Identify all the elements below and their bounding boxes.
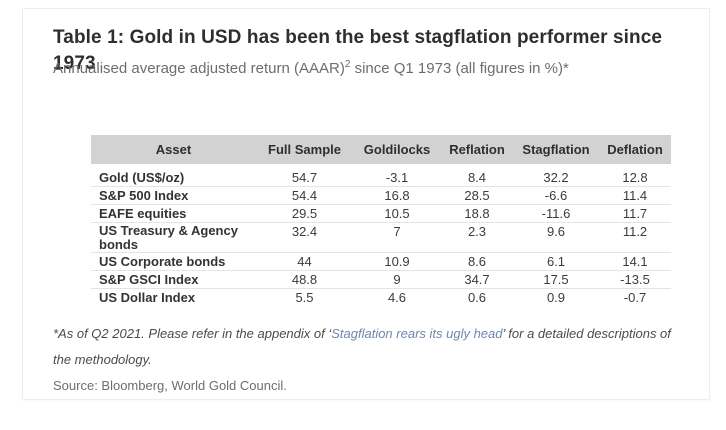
value-cell: 32.4 <box>256 222 353 253</box>
value-cell: 0.6 <box>467 290 487 305</box>
table-row-sp-gsci: S&P GSCI Index 48.8 9 34.7 17.5 -13.5 <box>91 270 671 289</box>
column-header-reflation: Reflation <box>441 135 513 164</box>
value-cell: 9.6 <box>513 222 599 253</box>
value-cell: 17.5 <box>513 270 599 289</box>
column-header-deflation: Deflation <box>599 135 671 164</box>
value-cell: 9 <box>353 270 441 289</box>
subtitle-text-cont: since Q1 1973 (all figures in %)* <box>350 60 569 77</box>
table-card: Table 1: Gold in USD has been the best s… <box>22 8 710 400</box>
value-cell: -0.7 <box>623 290 647 305</box>
source-line: Source: Bloomberg, World Gold Council. <box>53 378 287 393</box>
value-cell: 7 <box>353 222 441 253</box>
value-cell: 6.1 <box>513 252 599 271</box>
footnote: *As of Q2 2021. Please refer in the appe… <box>53 326 705 367</box>
value-cell: 8.4 <box>441 169 513 187</box>
column-header-stagflation: Stagflation <box>513 135 599 164</box>
value-cell: 10.5 <box>353 204 441 223</box>
value-cell: 32.2 <box>513 169 599 187</box>
value-cell: 0.9 <box>546 290 566 305</box>
asset-cell: S&P GSCI Index <box>91 270 256 289</box>
value-cell: 4.6 <box>387 290 407 305</box>
value-cell: 2.3 <box>441 222 513 253</box>
footnote-link[interactable]: Stagflation rears its ugly head <box>331 326 503 341</box>
footnote-text: *As of Q2 2021. Please refer in the appe… <box>53 326 332 341</box>
value-cell: 14.1 <box>599 252 671 271</box>
value-cell: 11.2 <box>599 222 671 253</box>
value-cell: 18.8 <box>441 204 513 223</box>
value-cell: 54.4 <box>256 186 353 205</box>
value-cell: 11.7 <box>599 204 671 223</box>
subtitle-superscript: 2 <box>344 59 351 70</box>
table-title: Table 1: Gold in USD has been the best s… <box>53 27 663 74</box>
value-cell: 5.5 <box>295 290 314 305</box>
value-cell: 12.8 <box>599 169 671 187</box>
value-cell: 28.5 <box>441 186 513 205</box>
footnote-line1: *As of Q2 2021. Please refer in the appe… <box>53 326 705 341</box>
value-cell: 11.4 <box>599 186 671 205</box>
asset-cell: US Treasury & Agency bonds <box>91 222 256 253</box>
asset-cell: US Dollar Index <box>99 290 196 305</box>
value-cell: 29.5 <box>256 204 353 223</box>
value-cell: -13.5 <box>599 270 671 289</box>
value-cell: 8.6 <box>441 252 513 271</box>
footnote-text-cont: ’ for a detailed descriptions of <box>502 326 671 341</box>
value-cell: 48.8 <box>256 270 353 289</box>
column-header-goldilocks: Goldilocks <box>353 135 441 164</box>
table-row-us-treasury: US Treasury & Agency bonds 32.4 7 2.3 9.… <box>91 222 671 253</box>
value-cell: 16.8 <box>353 186 441 205</box>
asset-cell: S&P 500 Index <box>91 186 256 205</box>
returns-table: Asset Full Sample Goldilocks Reflation S… <box>91 135 671 306</box>
value-cell: 10.9 <box>353 252 441 271</box>
subtitle-text: Annualised average adjusted return (AAAR… <box>53 60 345 77</box>
asset-cell: US Corporate bonds <box>91 252 256 271</box>
table-subtitle: Annualised average adjusted return (AAAR… <box>53 59 673 79</box>
column-header-asset: Asset <box>91 135 256 164</box>
table-row-us-dollar: US Dollar Index 5.5 4.6 0.6 0.9 -0.7 <box>91 289 671 307</box>
value-cell: -3.1 <box>353 169 441 187</box>
table-row-sp500: S&P 500 Index 54.4 16.8 28.5 -6.6 11.4 <box>91 186 671 205</box>
footnote-line2: the methodology. <box>53 352 152 367</box>
table-row-eafe: EAFE equities 29.5 10.5 18.8 -11.6 11.7 <box>91 204 671 223</box>
value-cell: -11.6 <box>513 204 599 223</box>
value-cell: 54.7 <box>256 169 353 187</box>
asset-cell: EAFE equities <box>91 204 256 223</box>
asset-cell: Gold (US$/oz) <box>91 169 256 187</box>
table-row-gold: Gold (US$/oz) 54.7 -3.1 8.4 32.2 12.8 <box>91 169 671 187</box>
value-cell: 34.7 <box>441 270 513 289</box>
table-header-row: Asset Full Sample Goldilocks Reflation S… <box>91 135 671 164</box>
column-header-full-sample: Full Sample <box>256 135 353 164</box>
value-cell: -6.6 <box>513 186 599 205</box>
value-cell: 44 <box>256 252 353 271</box>
table-row-us-corporate: US Corporate bonds 44 10.9 8.6 6.1 14.1 <box>91 252 671 271</box>
